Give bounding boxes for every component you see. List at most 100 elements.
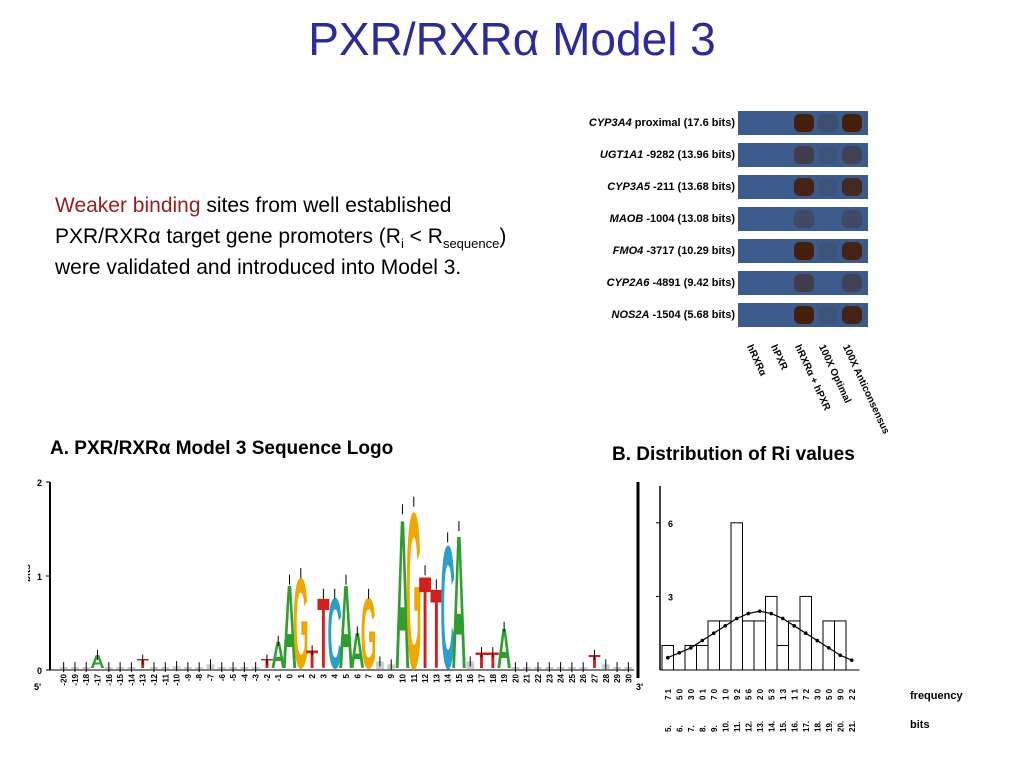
logo-position-label: -4 bbox=[240, 673, 249, 681]
logo-position-label: -11 bbox=[161, 673, 170, 685]
gel-gene-name: CYP3A4 bbox=[588, 117, 632, 129]
gel-gene-desc: -1004 (13.08 bits) bbox=[643, 213, 735, 225]
gel-band bbox=[818, 146, 838, 164]
gel-band bbox=[770, 274, 790, 292]
logo-position-label: -10 bbox=[173, 673, 182, 685]
gel-band bbox=[794, 114, 814, 132]
logo-letter: A bbox=[90, 652, 104, 673]
logo-position-label: 4 bbox=[331, 673, 340, 678]
logo-position-label: 1 bbox=[297, 673, 306, 678]
gel-strip bbox=[738, 143, 868, 167]
gel-strip bbox=[738, 271, 868, 295]
logo-position-label: -9 bbox=[184, 673, 193, 681]
dist-bits-label: 6. bbox=[675, 725, 684, 732]
body-text-2: < R bbox=[403, 225, 443, 248]
gel-band bbox=[746, 242, 766, 260]
dist-bar bbox=[834, 620, 847, 671]
gel-band bbox=[794, 306, 814, 324]
logo-position-label: 19 bbox=[500, 673, 509, 682]
logo-letter: T bbox=[430, 568, 442, 693]
logo-letter: T bbox=[317, 579, 329, 690]
gel-band bbox=[842, 178, 862, 196]
gel-band bbox=[770, 114, 790, 132]
logo-3prime-label: 3' bbox=[636, 682, 643, 692]
gel-strip bbox=[738, 303, 868, 327]
logo-position-label: -15 bbox=[116, 673, 125, 685]
dist-bits-label: 17. bbox=[802, 721, 811, 732]
gel-band bbox=[818, 210, 838, 228]
gel-strip bbox=[738, 239, 868, 263]
logo-position-label: -1 bbox=[274, 673, 283, 681]
gel-band bbox=[770, 146, 790, 164]
gel-strip bbox=[738, 175, 868, 199]
logo-position-label: -5 bbox=[229, 673, 238, 681]
body-text-3: ) were validated and introduced into Mod… bbox=[55, 225, 507, 279]
logo-position-label: 7 bbox=[365, 673, 374, 678]
gel-band bbox=[794, 178, 814, 196]
logo-5prime-label: 5' bbox=[34, 682, 41, 692]
gel-row: CYP3A5 -211 (13.68 bits) bbox=[540, 175, 870, 199]
logo-position-label: -7 bbox=[206, 673, 215, 681]
gel-band bbox=[842, 306, 862, 324]
gel-band bbox=[746, 146, 766, 164]
dist-bar bbox=[765, 595, 778, 671]
logo-ytick-label: 1 bbox=[37, 572, 42, 582]
gel-gene-name: UGT1A1 bbox=[599, 149, 644, 161]
body-text-1: sites from well established PXR/RXRα tar… bbox=[55, 194, 452, 248]
dist-freq-label: 5 0 bbox=[675, 688, 684, 700]
dist-bits-label: 18. bbox=[813, 721, 822, 732]
logo-position-label: -12 bbox=[150, 673, 159, 685]
logo-position-label: 10 bbox=[398, 673, 407, 682]
logo-letter: T bbox=[475, 648, 487, 673]
logo-letter: A bbox=[452, 495, 466, 694]
logo-position-label: -8 bbox=[195, 673, 204, 681]
logo-letter: T bbox=[487, 648, 499, 673]
gel-strip bbox=[738, 207, 868, 231]
logo-ylabel: bits bbox=[28, 564, 33, 582]
dist-freq-label: 7 2 bbox=[802, 688, 811, 700]
logo-letter: A bbox=[282, 562, 296, 694]
logo-letter: A bbox=[350, 623, 364, 679]
dist-freq-label: 9 0 bbox=[836, 688, 845, 700]
dist-bar bbox=[696, 644, 709, 671]
gel-band bbox=[794, 146, 814, 164]
gel-band bbox=[794, 274, 814, 292]
dist-bar bbox=[776, 644, 789, 671]
logo-position-label: 8 bbox=[376, 673, 385, 678]
gel-gene-desc: -1504 (5.68 bits) bbox=[649, 309, 735, 321]
dist-freq-label: 1 1 bbox=[790, 688, 799, 700]
logo-position-label: -18 bbox=[82, 673, 91, 685]
gel-band bbox=[818, 178, 838, 196]
gel-band bbox=[770, 178, 790, 196]
gel-row-label: UGT1A1 -9282 (13.96 bits) bbox=[540, 143, 735, 167]
logo-position-label: -17 bbox=[94, 673, 103, 685]
logo-position-label: 21 bbox=[523, 673, 532, 682]
gel-band bbox=[746, 178, 766, 196]
gel-band bbox=[746, 114, 766, 132]
logo-position-label: -6 bbox=[218, 673, 227, 681]
gel-row: CYP2A6 -4891 (9.42 bits) bbox=[540, 271, 870, 295]
dist-bits-label: 14. bbox=[767, 721, 776, 732]
logo-position-label: -3 bbox=[252, 673, 261, 681]
logo-position-label: 17 bbox=[478, 673, 487, 682]
gel-row: UGT1A1 -9282 (13.96 bits) bbox=[540, 143, 870, 167]
dist-freq-label: 2 2 bbox=[848, 688, 857, 700]
logo-position-label: 14 bbox=[444, 673, 453, 682]
gel-band bbox=[842, 210, 862, 228]
logo-position-label: -13 bbox=[139, 673, 148, 685]
logo-letter: A bbox=[497, 617, 511, 680]
distribution-title: B. Distribution of Ri values bbox=[612, 444, 855, 465]
dist-freq-label: 9 2 bbox=[733, 688, 742, 700]
dist-freq-label: 7 0 bbox=[710, 688, 719, 700]
dist-bar bbox=[753, 620, 766, 671]
dist-freq-label: 5 3 bbox=[767, 688, 776, 700]
dist-freq-label: 1 0 bbox=[721, 688, 730, 700]
logo-position-label: -19 bbox=[71, 673, 80, 685]
gel-band bbox=[818, 242, 838, 260]
gel-row: NOS2A -1504 (5.68 bits) bbox=[540, 303, 870, 327]
gel-row-label: CYP3A5 -211 (13.68 bits) bbox=[540, 175, 735, 199]
dist-bits-label: 11. bbox=[733, 721, 742, 732]
gel-gene-desc: -211 (13.68 bits) bbox=[650, 181, 735, 193]
gel-row-label: CYP3A4 proximal (17.6 bits) bbox=[540, 111, 735, 135]
